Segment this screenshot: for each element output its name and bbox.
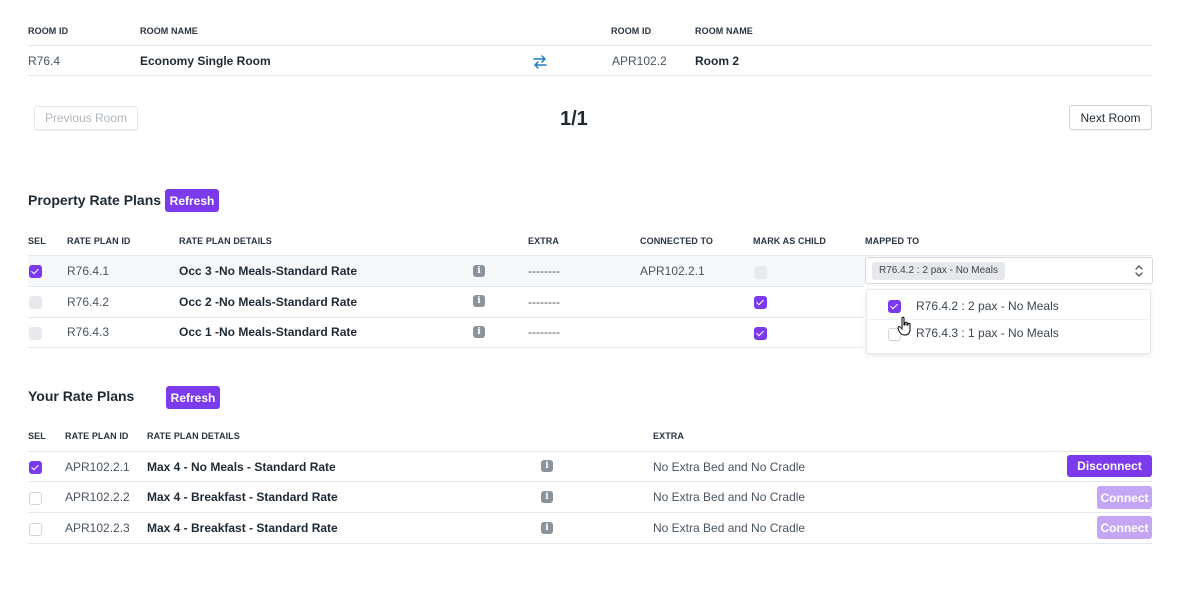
property-row-1-mark-child-checkbox[interactable] bbox=[754, 266, 767, 279]
info-icon[interactable]: i bbox=[473, 326, 485, 338]
right-room-name: Room 2 bbox=[695, 54, 740, 68]
your-row-2-extra: No Extra Bed and No Cradle bbox=[653, 490, 806, 504]
left-room-id: R76.4 bbox=[28, 54, 61, 68]
property-row-3-id: R76.4.3 bbox=[67, 325, 110, 339]
property-row-3-details: Occ 1 -No Meals-Standard Rate bbox=[179, 325, 358, 339]
page-indicator: 1/1 bbox=[560, 108, 588, 130]
right-room-id: APR102.2 bbox=[612, 54, 667, 68]
info-icon[interactable]: i bbox=[473, 295, 485, 307]
dropdown-option[interactable]: R76.4.2 : 2 pax - No Meals bbox=[867, 290, 1150, 320]
connect-button[interactable]: Connect bbox=[1097, 516, 1152, 539]
col-header-room-id-left: ROOM ID bbox=[28, 26, 69, 36]
your-row-3-extra: No Extra Bed and No Cradle bbox=[653, 521, 806, 535]
your-row-1-extra: No Extra Bed and No Cradle bbox=[653, 460, 806, 474]
col-header-extra: EXTRA bbox=[528, 236, 560, 246]
your-row-3-id: APR102.2.3 bbox=[65, 521, 130, 535]
mapped-to-dropdown: R76.4.2 : 2 pax - No Meals R76.4.3 : 1 p… bbox=[866, 289, 1151, 354]
previous-room-button[interactable]: Previous Room bbox=[34, 106, 138, 130]
property-row-2-details: Occ 2 -No Meals-Standard Rate bbox=[179, 295, 358, 309]
next-room-button[interactable]: Next Room bbox=[1069, 105, 1152, 130]
info-icon[interactable]: i bbox=[541, 460, 553, 472]
property-row-3-mark-child-checkbox[interactable] bbox=[754, 327, 767, 340]
property-row-1-extra: -------- bbox=[528, 264, 560, 278]
property-row-1-id: R76.4.1 bbox=[67, 264, 110, 278]
col-header-sel: SEL bbox=[28, 431, 46, 441]
col-header-sel: SEL bbox=[28, 236, 46, 246]
col-header-rate-plan-details: RATE PLAN DETAILS bbox=[179, 236, 272, 246]
col-header-mark-as-child: MARK AS CHILD bbox=[753, 236, 826, 246]
option-checkbox[interactable] bbox=[888, 300, 901, 313]
property-rate-plans-title: Property Rate Plans bbox=[28, 192, 162, 208]
mapped-to-select[interactable]: R76.4.2 : 2 pax - No Meals bbox=[865, 257, 1153, 284]
disconnect-button[interactable]: Disconnect bbox=[1067, 455, 1152, 477]
your-row-1-select-checkbox[interactable] bbox=[29, 461, 42, 474]
your-row-3-select-checkbox[interactable] bbox=[29, 523, 42, 536]
col-header-connected-to: CONNECTED TO bbox=[640, 236, 714, 246]
mapped-to-selected-tag[interactable]: R76.4.2 : 2 pax - No Meals bbox=[872, 262, 1005, 280]
your-row-2-details: Max 4 - Breakfast - Standard Rate bbox=[147, 490, 338, 504]
property-row-1-connected-to: APR102.2.1 bbox=[640, 264, 705, 278]
property-row-3-select-checkbox[interactable] bbox=[29, 327, 42, 340]
option-label: R76.4.3 : 1 pax - No Meals bbox=[916, 326, 1059, 340]
swap-arrows-icon[interactable] bbox=[532, 54, 548, 70]
property-row-2-select-checkbox[interactable] bbox=[29, 296, 42, 309]
your-row-1-id: APR102.2.1 bbox=[65, 460, 130, 474]
your-row-1-details: Max 4 - No Meals - Standard Rate bbox=[147, 460, 336, 474]
info-icon[interactable]: i bbox=[541, 522, 553, 534]
chevron-up-down-icon bbox=[1134, 264, 1144, 278]
option-checkbox[interactable] bbox=[888, 328, 901, 341]
col-header-extra: EXTRA bbox=[653, 431, 685, 441]
property-row-3-extra: -------- bbox=[528, 325, 560, 339]
dropdown-option[interactable]: R76.4.3 : 1 pax - No Meals bbox=[867, 320, 1150, 352]
your-row-2-select-checkbox[interactable] bbox=[29, 492, 42, 505]
col-header-rate-plan-id: RATE PLAN ID bbox=[65, 431, 129, 441]
col-header-room-name-left: ROOM NAME bbox=[140, 26, 198, 36]
property-row-2-extra: -------- bbox=[528, 295, 560, 309]
property-refresh-button[interactable]: Refresh bbox=[165, 189, 219, 212]
col-header-rate-plan-details: RATE PLAN DETAILS bbox=[147, 431, 240, 441]
col-header-rate-plan-id: RATE PLAN ID bbox=[67, 236, 131, 246]
property-row-1-select-checkbox[interactable] bbox=[29, 265, 42, 278]
info-icon[interactable]: i bbox=[473, 265, 485, 277]
info-icon[interactable]: i bbox=[541, 491, 553, 503]
connect-button[interactable]: Connect bbox=[1097, 486, 1152, 509]
col-header-room-id-right: ROOM ID bbox=[611, 26, 652, 36]
your-row-2-id: APR102.2.2 bbox=[65, 490, 130, 504]
property-row-2-id: R76.4.2 bbox=[67, 295, 110, 309]
your-row-3-details: Max 4 - Breakfast - Standard Rate bbox=[147, 521, 338, 535]
property-row-2-mark-child-checkbox[interactable] bbox=[754, 296, 767, 309]
left-room-name: Economy Single Room bbox=[140, 54, 271, 68]
your-rate-plans-title: Your Rate Plans bbox=[28, 388, 135, 404]
hand-pointer-icon bbox=[897, 316, 913, 336]
col-header-room-name-right: ROOM NAME bbox=[695, 26, 753, 36]
property-row-1-details: Occ 3 -No Meals-Standard Rate bbox=[179, 264, 358, 278]
col-header-mapped-to: MAPPED TO bbox=[865, 236, 920, 246]
your-refresh-button[interactable]: Refresh bbox=[166, 386, 220, 409]
option-label: R76.4.2 : 2 pax - No Meals bbox=[916, 299, 1059, 313]
